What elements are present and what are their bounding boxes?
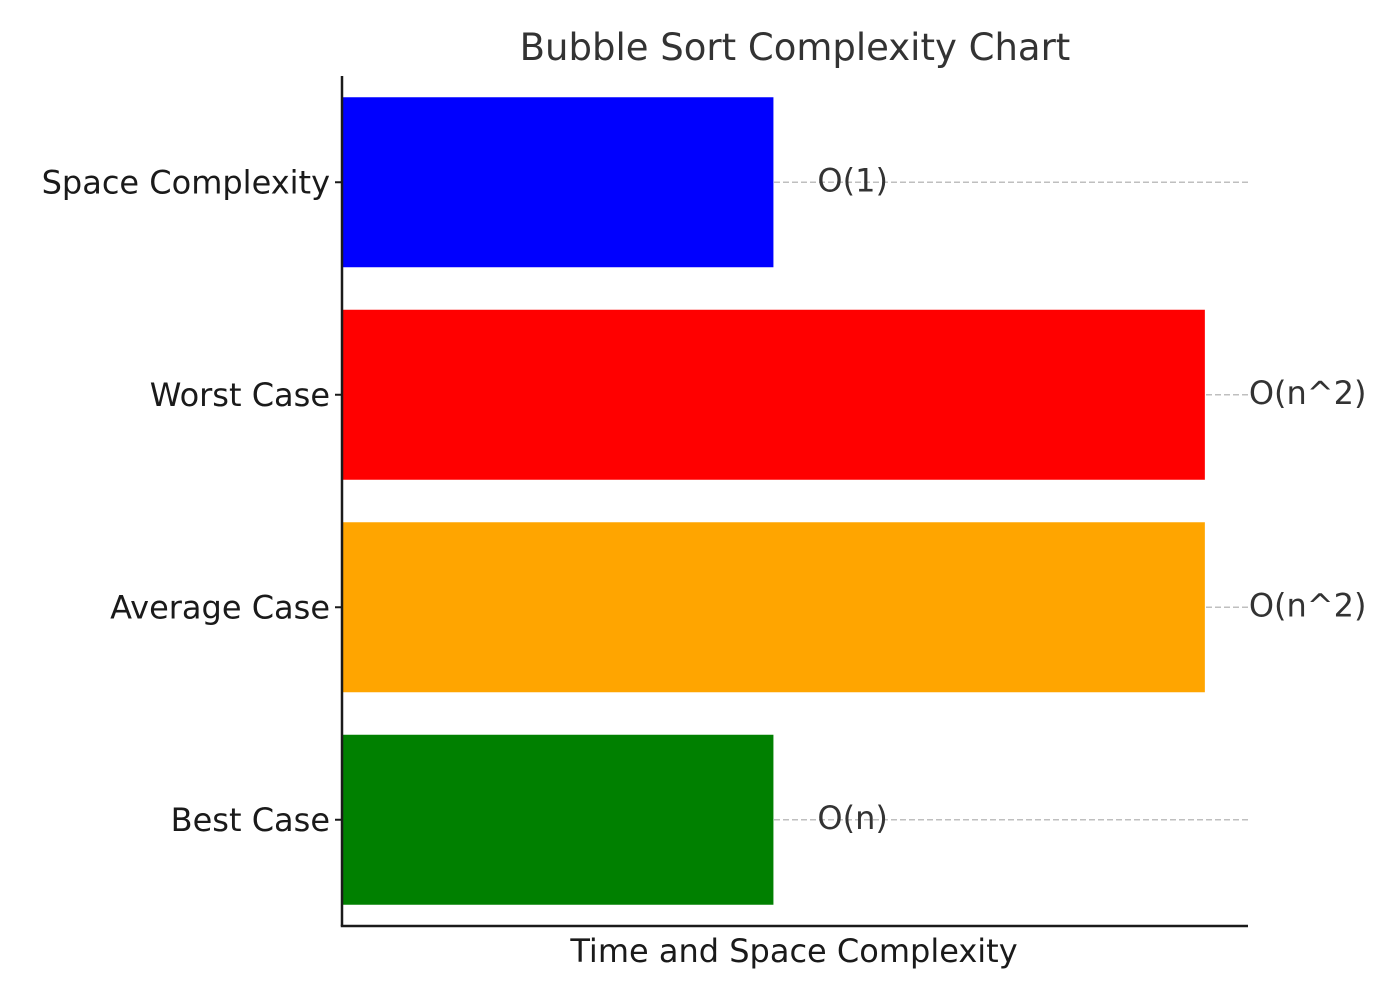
data-labels: O(n) O(n^2) O(n^2) O(1) — [817, 161, 1366, 837]
y-tick-label: Worst Case — [150, 376, 330, 414]
y-tick-label: Space Complexity — [42, 163, 330, 201]
data-label: O(n^2) — [1249, 374, 1367, 412]
bars — [342, 97, 1205, 905]
chart-title: Bubble Sort Complexity Chart — [520, 26, 1071, 69]
axes — [340, 76, 1248, 928]
bar-best-case — [342, 734, 774, 905]
bar-average-case — [342, 522, 1205, 693]
data-label: O(1) — [817, 161, 888, 199]
data-label: O(n^2) — [1249, 586, 1367, 624]
bar-space-complexity — [342, 97, 774, 268]
x-axis-label: Time and Space Complexity — [569, 932, 1017, 970]
grid-lines — [342, 181, 1248, 821]
bar-worst-case — [342, 309, 1205, 480]
y-tick-label: Best Case — [171, 801, 330, 839]
y-tick-label: Average Case — [110, 588, 330, 626]
y-ticks: Best Case Average Case Worst Case Space Com… — [42, 163, 342, 839]
data-label: O(n) — [817, 799, 887, 837]
